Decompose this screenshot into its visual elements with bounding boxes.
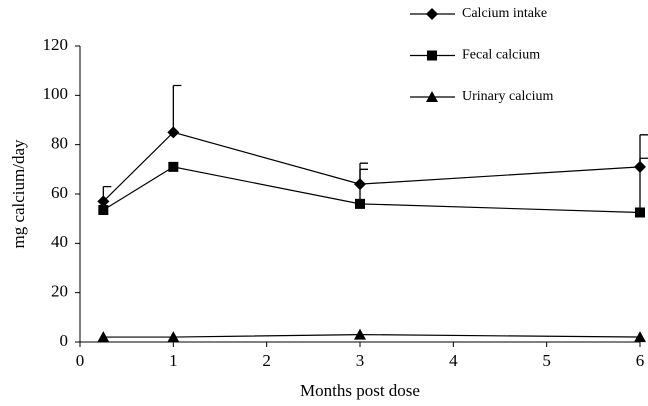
error-bar	[359, 168, 368, 204]
error-bar	[639, 134, 648, 167]
marker-square	[355, 198, 365, 209]
marker-diamond	[426, 8, 438, 20]
y-tick-label: 40	[51, 232, 68, 251]
y-tick-label: 80	[51, 134, 68, 153]
y-tick-label: 120	[43, 35, 69, 54]
y-axis-label: mg calcium/day	[9, 139, 28, 249]
series-line	[103, 166, 641, 214]
marker-triangle	[97, 331, 110, 343]
marker-square	[635, 207, 645, 218]
x-tick-label: 0	[76, 351, 85, 370]
error-bar	[639, 157, 648, 213]
y-tick-label: 0	[60, 331, 69, 350]
x-tick-label: 1	[169, 351, 178, 370]
marker-triangle	[634, 331, 646, 343]
marker-square	[168, 161, 179, 172]
y-tick-label: 20	[51, 282, 68, 301]
marker-triangle	[354, 328, 366, 340]
x-tick-label: 6	[636, 351, 645, 370]
marker-diamond	[167, 126, 180, 139]
y-tick-label: 60	[51, 183, 68, 202]
legend-label: Fecal calcium	[462, 48, 540, 63]
marker-square	[98, 205, 109, 216]
legend-label: Urinary calcium	[462, 89, 553, 104]
y-tick-label: 100	[43, 84, 69, 103]
x-tick-label: 2	[262, 351, 271, 370]
marker-diamond	[97, 195, 110, 208]
legend-label: Calcium intake	[462, 6, 547, 21]
x-tick-label: 5	[542, 351, 551, 370]
marker-triangle	[426, 91, 438, 102]
x-tick-label: 4	[449, 351, 458, 370]
x-axis-label: Months post dose	[300, 381, 420, 400]
series-line	[103, 333, 641, 338]
marker-triangle	[167, 331, 180, 343]
error-bar	[172, 84, 182, 133]
series-line	[102, 131, 641, 202]
marker-square	[427, 50, 437, 61]
x-tick-label: 3	[356, 351, 365, 370]
